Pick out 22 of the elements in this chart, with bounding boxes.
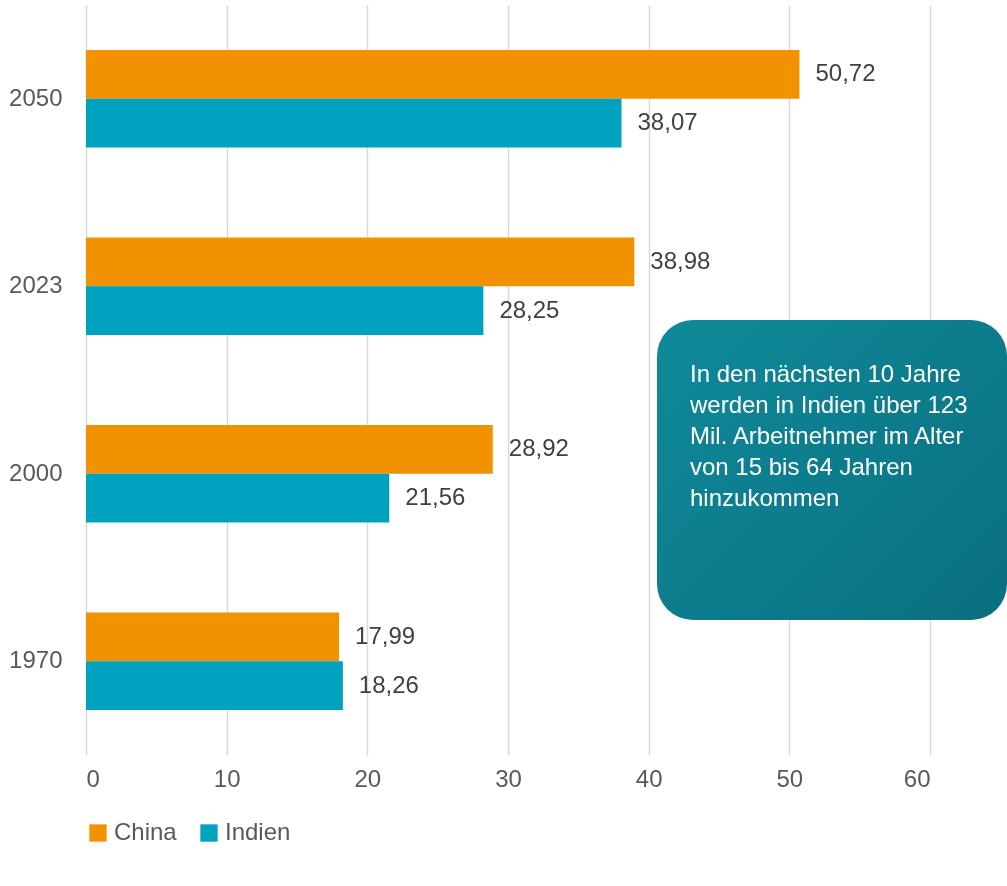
- x-tick-label: 50: [776, 764, 804, 792]
- data-label: 18,26: [358, 670, 419, 698]
- legend-label: China: [114, 818, 178, 845]
- data-label: 50,72: [815, 59, 876, 87]
- x-tick-label: 40: [635, 764, 663, 792]
- data-label: 17,99: [355, 621, 416, 649]
- data-label: 21,56: [405, 483, 466, 511]
- y-tick-label: 2050: [9, 83, 63, 111]
- x-tick-label: 20: [354, 764, 382, 792]
- x-tick-label: 0: [86, 764, 100, 792]
- y-tick-label: 2000: [9, 458, 63, 486]
- x-tick-label: 10: [213, 764, 241, 792]
- y-tick-label: 1970: [9, 646, 63, 674]
- x-tick-label: 60: [903, 764, 931, 792]
- y-tick-label: 2023: [9, 271, 63, 299]
- x-tick-label: 30: [495, 764, 522, 792]
- data-label: 38,98: [650, 246, 711, 274]
- note-box: In den nächsten 10 Jahre werden in Indien über 123 Mil. Arbeitnehmer im Alter von 15 bis 64 Jahren hinzukommen: [657, 320, 1007, 620]
- data-label: 38,07: [637, 108, 698, 136]
- data-label: 28,25: [499, 295, 560, 323]
- data-label: 28,92: [508, 434, 569, 462]
- legend-label: Indien: [225, 818, 291, 845]
